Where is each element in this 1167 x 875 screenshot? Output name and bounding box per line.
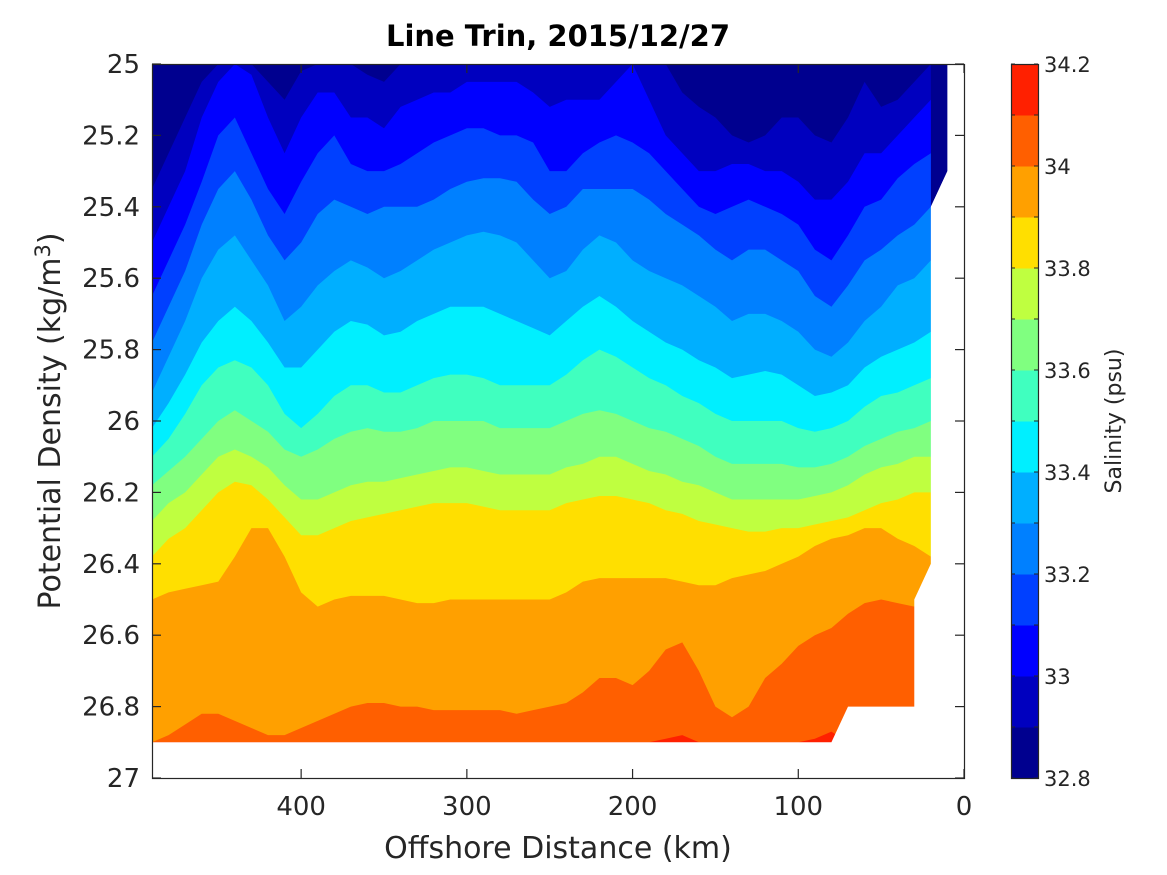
x-axis-title: Offshore Distance (km) [384,831,732,866]
y-axis-title-main: Potential Density (kg/m [33,258,68,610]
y-tick-label: 26.4 [82,550,140,580]
y-tick-label: 26 [107,407,140,437]
colorbar-tick-label: 33.6 [1044,359,1091,383]
y-tick-label: 25.4 [82,193,140,223]
y-tick-label: 25.8 [82,336,140,366]
y-tick-label: 25.2 [82,121,140,151]
colorbar-segment [1011,64,1038,116]
colorbar-segment [1011,421,1038,473]
colorbar-segment [1011,472,1038,524]
colorbar-tick-label: 33.4 [1044,461,1091,485]
colorbar-title: Salinity (psu) [1102,349,1127,494]
colorbar-segment [1011,166,1038,218]
colorbar-segment [1011,217,1038,269]
colorbar-tick-label: 33.2 [1044,563,1091,587]
colorbar-tick-label: 34 [1044,155,1071,179]
y-axis-ticks: 25 25.2 25.4 25.6 25.8 26 26.2 26.4 26.6 26.8 27 [82,50,964,794]
colorbar-segment [1011,727,1038,779]
colorbar-tick-label: 34.2 [1044,53,1091,77]
x-tick-label: 200 [608,792,658,822]
y-tick-label: 26.8 [82,693,140,723]
x-tick-label: 0 [956,792,973,822]
y-axis-title: Potential Density (kg/m3) [31,232,68,609]
colorbar-tick-label: 33.8 [1044,257,1091,281]
colorbar-segment [1011,523,1038,575]
y-tick-label: 25.6 [82,264,140,294]
contour-fill-layer [152,64,964,778]
colorbar-segment [1011,676,1038,728]
colorbar-segment [1011,115,1038,167]
y-tick-label: 26.2 [82,478,140,508]
colorbar-segment [1011,268,1038,320]
colorbar-tick-label: 33 [1044,665,1071,689]
contour-band-above-34.0 [152,581,931,778]
y-tick-label: 26.6 [82,621,140,651]
colorbar-segment [1011,319,1038,371]
x-tick-label: 100 [773,792,823,822]
colorbar-segment [1011,574,1038,626]
chart-title: Line Trin, 2015/12/27 [386,19,730,53]
y-axis-title-close: ) [33,232,68,244]
colorbar-segment [1011,370,1038,422]
x-tick-label: 300 [442,792,492,822]
no-data-mask [152,64,964,778]
plot-area: 400 300 200 100 0 25 25.2 25.4 25.6 25.8 26 26.2 26… [82,50,972,822]
y-tick-label: 25 [107,50,140,80]
colorbar-segment [1011,625,1038,677]
x-axis-ticks: 400 300 200 100 0 [276,64,972,822]
colorbar-tick-label: 32.8 [1044,767,1091,791]
x-tick-label: 400 [276,792,326,822]
y-tick-label: 27 [107,764,140,794]
colorbar: 34.2 34 33.8 33.6 33.4 33.2 33 32.8 [1010,53,1091,791]
y-axis-title-superscript: 3 [31,244,55,257]
